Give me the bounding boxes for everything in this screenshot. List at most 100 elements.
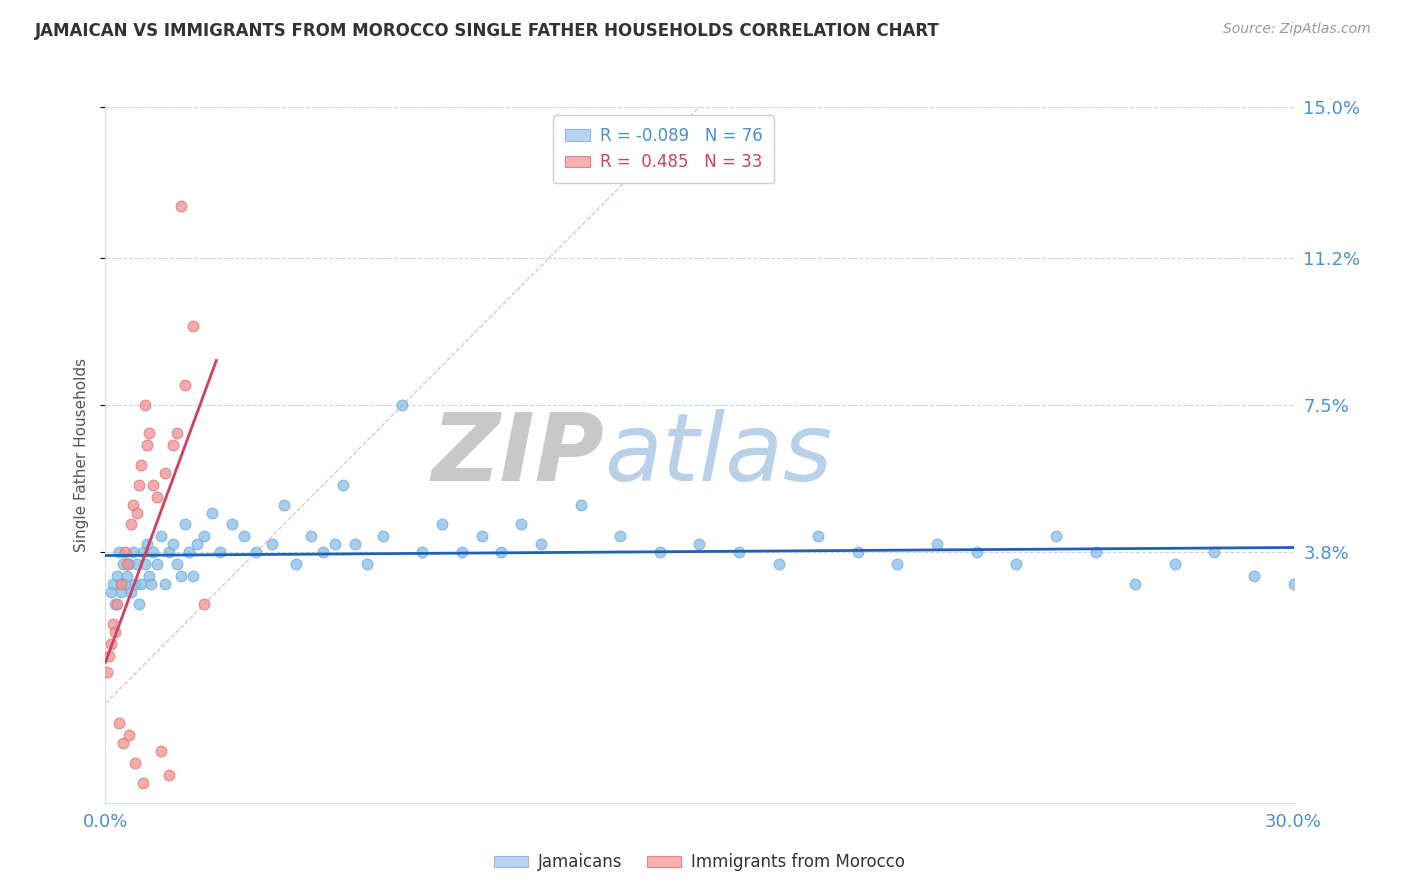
Point [343, 537, 366, 551]
Point [209, 545, 232, 559]
Point [149, 529, 172, 543]
Point [136, 537, 159, 551]
Point [114, 577, 136, 591]
Point [142, 477, 165, 491]
Point [181, 569, 204, 583]
Point [100, 585, 122, 599]
Point [153, 466, 176, 480]
Point [233, 529, 256, 543]
Point [115, 558, 138, 572]
Point [1164, 558, 1187, 572]
Point [689, 537, 711, 551]
Point [177, 545, 200, 559]
Point [105, 569, 128, 583]
Point [569, 498, 592, 512]
Point [530, 537, 553, 551]
Point [648, 545, 671, 559]
Point [134, 398, 156, 412]
Point [110, 585, 132, 599]
Point [430, 517, 453, 532]
Point [166, 558, 188, 572]
Point [153, 577, 176, 591]
Point [104, 597, 127, 611]
Point [112, 558, 135, 572]
Point [193, 529, 215, 543]
Point [134, 558, 156, 572]
Point [186, 537, 208, 551]
Point [149, 744, 172, 758]
Point [112, 736, 135, 750]
Point [98, 648, 121, 663]
Point [173, 517, 195, 532]
Point [139, 577, 162, 591]
Point [118, 558, 141, 572]
Point [323, 537, 346, 551]
Point [284, 558, 307, 572]
Text: Source: ZipAtlas.com: Source: ZipAtlas.com [1223, 22, 1371, 37]
Point [105, 597, 128, 611]
Point [127, 558, 149, 572]
Point [124, 756, 146, 770]
Point [110, 577, 132, 591]
Point [122, 545, 145, 559]
Legend: Jamaicans, Immigrants from Morocco: Jamaicans, Immigrants from Morocco [488, 847, 911, 878]
Point [846, 545, 869, 559]
Point [128, 477, 150, 491]
Point [108, 716, 131, 731]
Point [609, 529, 631, 543]
Point [132, 545, 155, 559]
Point [162, 438, 184, 452]
Point [170, 569, 193, 583]
Text: JAMAICAN VS IMMIGRANTS FROM MOROCCO SINGLE FATHER HOUSEHOLDS CORRELATION CHART: JAMAICAN VS IMMIGRANTS FROM MOROCCO SING… [35, 22, 939, 40]
Point [371, 529, 394, 543]
Point [162, 537, 184, 551]
Point [221, 517, 243, 532]
Point [1243, 569, 1265, 583]
Point [146, 490, 169, 504]
Point [193, 597, 215, 611]
Point [115, 569, 138, 583]
Point [807, 529, 830, 543]
Point [1084, 545, 1107, 559]
Point [166, 425, 188, 440]
Text: ZIP: ZIP [432, 409, 605, 501]
Point [273, 498, 295, 512]
Point [136, 438, 159, 452]
Point [129, 577, 152, 591]
Point [129, 458, 152, 472]
Point [886, 558, 908, 572]
Point [201, 506, 224, 520]
Point [104, 624, 127, 639]
Point [120, 585, 142, 599]
Text: atlas: atlas [605, 409, 832, 500]
Point [128, 597, 150, 611]
Point [114, 545, 136, 559]
Point [118, 728, 141, 742]
Point [1204, 545, 1226, 559]
Point [1005, 558, 1028, 572]
Point [260, 537, 283, 551]
Point [127, 506, 149, 520]
Point [170, 199, 193, 213]
Point [96, 665, 118, 679]
Y-axis label: Single Father Households: Single Father Households [73, 358, 89, 552]
Point [299, 529, 322, 543]
Point [181, 318, 204, 333]
Point [245, 545, 267, 559]
Point [157, 768, 180, 782]
Point [138, 569, 160, 583]
Point [1045, 529, 1067, 543]
Point [510, 517, 533, 532]
Point [471, 529, 494, 543]
Point [411, 545, 433, 559]
Point [966, 545, 988, 559]
Point [142, 545, 165, 559]
Point [312, 545, 335, 559]
Point [391, 398, 413, 412]
Point [138, 425, 160, 440]
Point [356, 558, 378, 572]
Point [132, 776, 155, 790]
Point [122, 498, 145, 512]
Point [124, 577, 146, 591]
Point [108, 545, 131, 559]
